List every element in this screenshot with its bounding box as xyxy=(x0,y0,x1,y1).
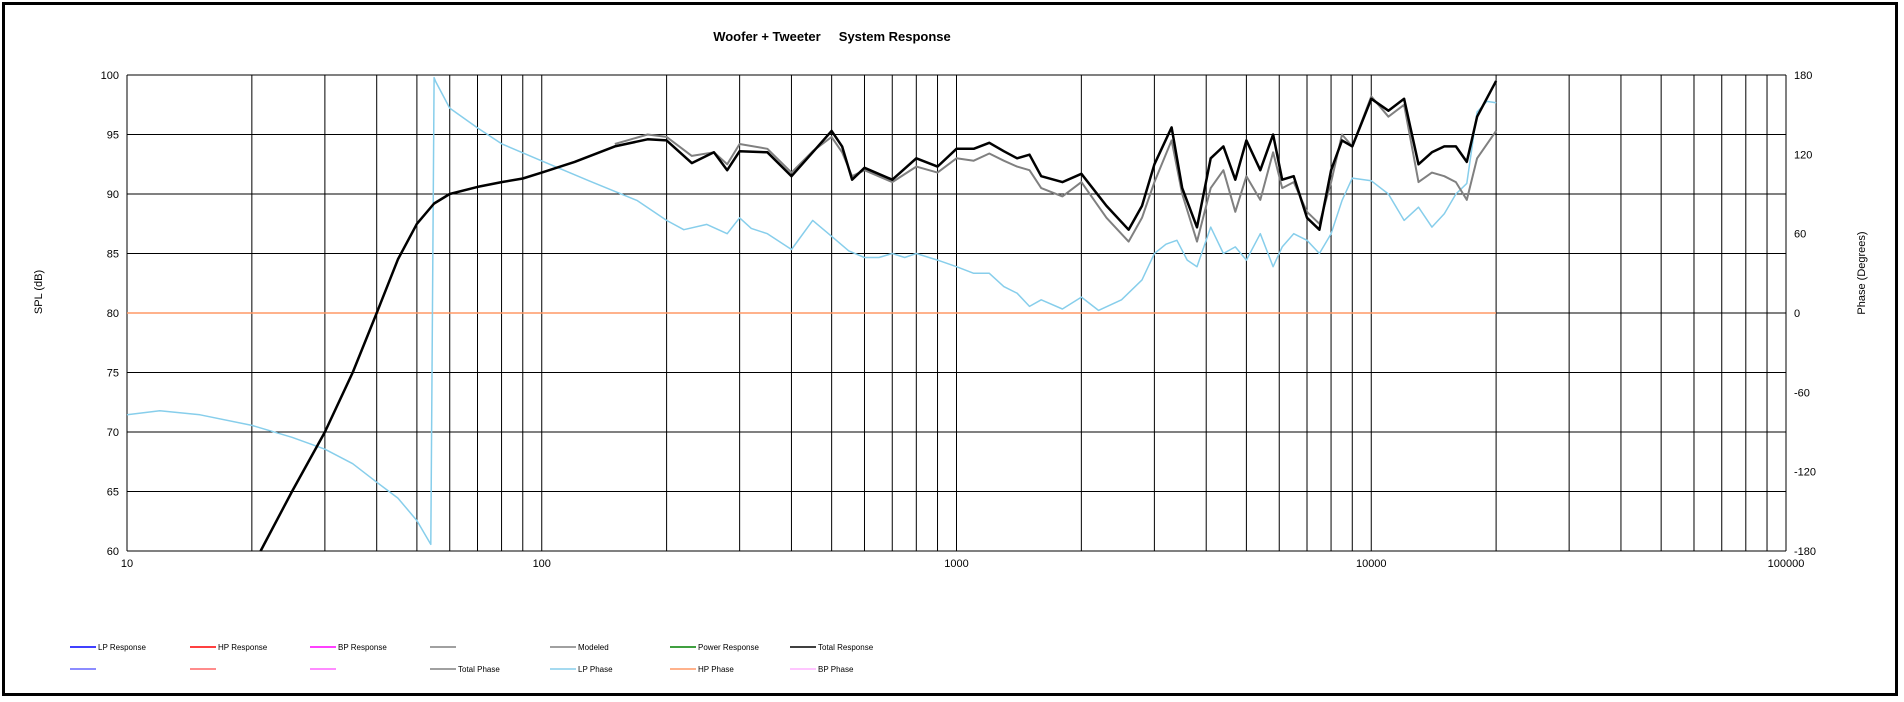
x-tick-label-0: 10 xyxy=(121,558,133,570)
y2-tick-label-1: 120 xyxy=(1794,149,1812,161)
series-line-lp-phase xyxy=(126,76,1497,546)
axis-ticks: 10 100 1000 10000 100000 100 95 90 85 80 75 70 65 60 1… xyxy=(101,70,1816,570)
legend-label-13: BP Phase xyxy=(818,665,854,674)
legend-label-12: HP Phase xyxy=(698,665,734,674)
series-line-total-response xyxy=(259,80,1498,552)
y2-tick-label-3: 0 xyxy=(1794,308,1800,320)
y2-tick-label-6: -180 xyxy=(1794,546,1816,558)
y-tick-label-7: 65 xyxy=(107,487,119,499)
y2-tick-label-0: 180 xyxy=(1794,70,1812,82)
legend-label-0: LP Response xyxy=(98,643,146,652)
series-group xyxy=(126,76,1498,552)
y-tick-label-1: 95 xyxy=(107,130,119,142)
y2-tick-label-2: 60 xyxy=(1794,229,1806,241)
legend-label-5: Power Response xyxy=(698,643,759,652)
y2-axis-label: Phase (Degrees) xyxy=(1856,231,1868,314)
y2-tick-label-5: -120 xyxy=(1794,467,1816,479)
y-axis-label: SPL (dB) xyxy=(33,270,45,314)
legend-label-11: LP Phase xyxy=(578,665,613,674)
x-tick-label-1: 100 xyxy=(533,558,551,570)
x-tick-label-3: 10000 xyxy=(1356,558,1387,570)
x-tick-label-2: 1000 xyxy=(944,558,968,570)
legend-label-6: Total Response xyxy=(818,643,874,652)
x-tick-label-4: 100000 xyxy=(1768,558,1805,570)
y-tick-label-0: 100 xyxy=(101,70,119,82)
y-tick-label-8: 60 xyxy=(107,546,119,558)
y-tick-label-2: 90 xyxy=(107,189,119,201)
legend-label-4: Modeled xyxy=(578,643,609,652)
chart-title: Woofer + Tweeter System Response xyxy=(713,29,951,44)
y-tick-label-6: 70 xyxy=(107,427,119,439)
y-tick-label-3: 85 xyxy=(107,249,119,261)
legend: LP Response HP Response BP Response Modeled… xyxy=(70,643,874,674)
legend-label-2: BP Response xyxy=(338,643,387,652)
legend-label-10: Total Phase xyxy=(458,665,500,674)
y-tick-label-4: 80 xyxy=(107,308,119,320)
y-tick-label-5: 75 xyxy=(107,368,119,380)
legend-label-1: HP Response xyxy=(218,643,268,652)
y2-tick-label-4: -60 xyxy=(1794,387,1810,399)
